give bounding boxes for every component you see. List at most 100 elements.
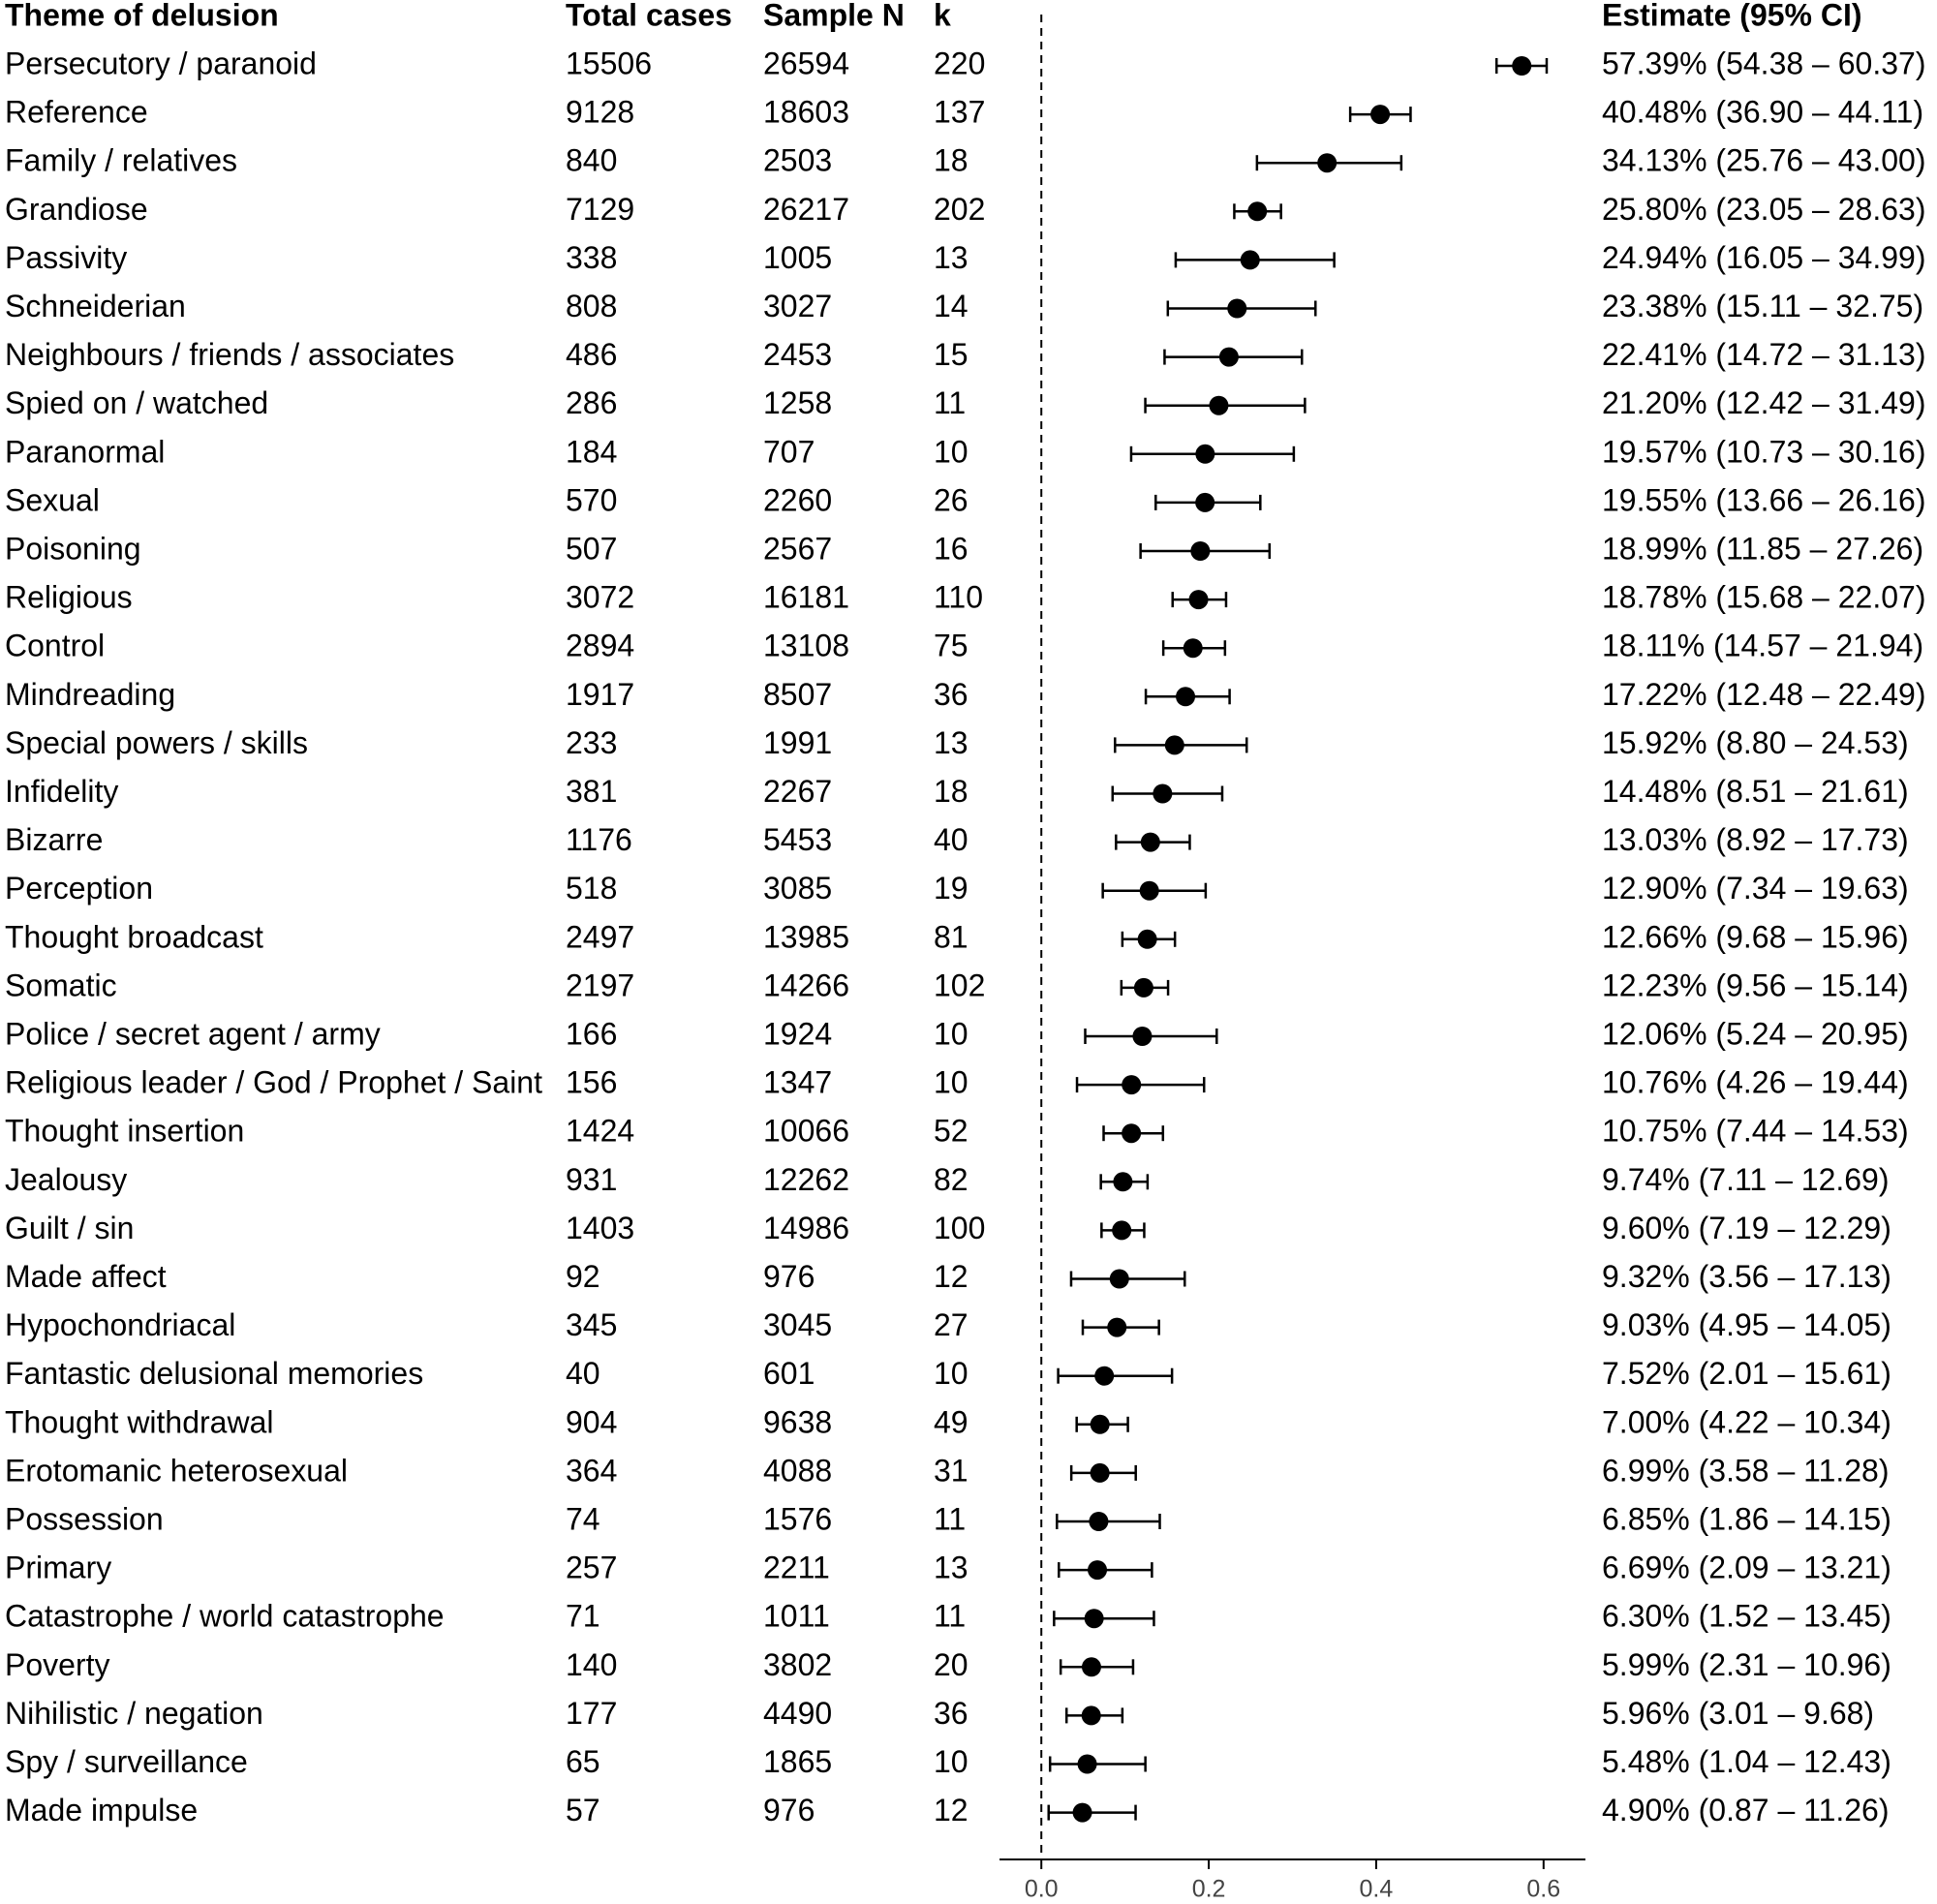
k-value: 75 [934, 629, 968, 663]
estimate-point [1153, 783, 1173, 804]
total-cases: 177 [566, 1696, 617, 1731]
sample-n: 2567 [763, 531, 832, 566]
k-value: 16 [934, 531, 968, 566]
estimate-point [1133, 977, 1153, 998]
sample-n: 4088 [763, 1453, 832, 1488]
k-value: 13 [934, 725, 968, 760]
theme-label: Schneiderian [5, 289, 186, 323]
k-value: 27 [934, 1307, 968, 1342]
theme-label: Police / secret agent / army [5, 1016, 381, 1051]
k-value: 19 [934, 871, 968, 906]
x-tick-label: 0.6 [1526, 1876, 1560, 1903]
sample-n: 1991 [763, 725, 832, 760]
k-value: 40 [934, 822, 968, 857]
k-value: 14 [934, 289, 968, 323]
k-value: 15 [934, 337, 968, 372]
estimate-point [1140, 832, 1160, 852]
total-cases: 74 [566, 1501, 600, 1536]
sample-n: 1258 [763, 385, 832, 420]
sample-n: 1347 [763, 1065, 832, 1100]
theme-label: Special powers / skills [5, 725, 308, 760]
estimate-label: 25.80% (23.05 – 28.63) [1602, 192, 1925, 227]
total-cases: 1403 [566, 1211, 634, 1245]
sample-n: 8507 [763, 677, 832, 712]
estimate-point [1081, 1657, 1101, 1677]
total-cases: 9128 [566, 95, 634, 130]
theme-label: Infidelity [5, 774, 118, 809]
total-cases: 15506 [566, 46, 652, 80]
estimate-point [1072, 1802, 1092, 1823]
sample-n: 2260 [763, 482, 832, 517]
estimate-label: 14.48% (8.51 – 21.61) [1602, 774, 1909, 809]
estimate-label: 12.23% (9.56 – 15.14) [1602, 967, 1909, 1002]
estimate-point [1109, 1269, 1129, 1289]
estimate-label: 12.90% (7.34 – 19.63) [1602, 871, 1909, 906]
estimate-point [1139, 880, 1159, 901]
k-value: 202 [934, 192, 985, 227]
total-cases: 808 [566, 289, 617, 323]
estimate-label: 34.13% (25.76 – 43.00) [1602, 143, 1925, 178]
estimate-label: 10.76% (4.26 – 19.44) [1602, 1065, 1909, 1100]
estimate-label: 6.69% (2.09 – 13.21) [1602, 1551, 1891, 1585]
k-value: 10 [934, 1356, 968, 1391]
sample-n: 18603 [763, 95, 849, 130]
total-cases: 184 [566, 434, 617, 469]
total-cases: 345 [566, 1307, 617, 1342]
theme-label: Poverty [5, 1647, 109, 1682]
theme-label: Mindreading [5, 677, 175, 712]
estimate-label: 7.52% (2.01 – 15.61) [1602, 1356, 1891, 1391]
total-cases: 338 [566, 240, 617, 275]
k-value: 26 [934, 482, 968, 517]
theme-label: Jealousy [5, 1162, 127, 1197]
sample-n: 12262 [763, 1162, 849, 1197]
estimate-point [1227, 298, 1247, 319]
estimate-label: 19.55% (13.66 – 26.16) [1602, 482, 1925, 517]
total-cases: 1917 [566, 677, 634, 712]
estimate-point [1112, 1220, 1132, 1241]
total-cases: 1424 [566, 1114, 634, 1149]
theme-label: Made impulse [5, 1793, 198, 1827]
total-cases: 92 [566, 1259, 600, 1294]
estimate-point [1190, 541, 1211, 561]
estimate-label: 4.90% (0.87 – 11.26) [1602, 1793, 1890, 1827]
k-value: 31 [934, 1453, 968, 1488]
estimate-point [1183, 638, 1203, 659]
k-value: 10 [934, 1744, 968, 1779]
k-value: 11 [934, 1599, 966, 1634]
k-value: 82 [934, 1162, 968, 1197]
k-value: 12 [934, 1259, 968, 1294]
theme-label: Fantastic delusional memories [5, 1356, 423, 1391]
x-tick-label: 0.2 [1192, 1876, 1226, 1903]
sample-n: 1924 [763, 1016, 832, 1051]
total-cases: 65 [566, 1744, 600, 1779]
theme-label: Grandiose [5, 192, 148, 227]
estimate-point [1094, 1366, 1115, 1386]
k-value: 11 [934, 385, 966, 420]
estimate-label: 12.06% (5.24 – 20.95) [1602, 1016, 1909, 1051]
theme-label: Catastrophe / world catastrophe [5, 1599, 445, 1634]
estimate-point [1164, 735, 1184, 755]
total-cases: 1176 [566, 822, 632, 857]
sample-n: 16181 [763, 580, 849, 615]
theme-label: Thought broadcast [5, 919, 263, 954]
sample-n: 976 [763, 1793, 815, 1827]
theme-label: Bizarre [5, 822, 103, 857]
theme-label: Made affect [5, 1259, 167, 1294]
theme-label: Guilt / sin [5, 1211, 134, 1245]
estimate-label: 9.03% (4.95 – 14.05) [1602, 1307, 1891, 1342]
total-cases: 40 [566, 1356, 600, 1391]
estimate-label: 23.38% (15.11 – 32.75) [1602, 289, 1923, 323]
k-value: 13 [934, 240, 968, 275]
total-cases: 518 [566, 871, 617, 906]
sample-n: 2211 [763, 1551, 830, 1585]
sample-n: 2267 [763, 774, 832, 809]
k-value: 220 [934, 46, 985, 80]
sample-n: 1576 [763, 1501, 832, 1536]
x-tick-label: 0.4 [1360, 1876, 1394, 1903]
sample-n: 707 [763, 434, 815, 469]
k-value: 10 [934, 1016, 968, 1051]
sample-n: 1011 [763, 1599, 830, 1634]
column-header: Theme of delusion [5, 0, 279, 32]
k-value: 20 [934, 1647, 968, 1682]
theme-label: Primary [5, 1551, 111, 1585]
